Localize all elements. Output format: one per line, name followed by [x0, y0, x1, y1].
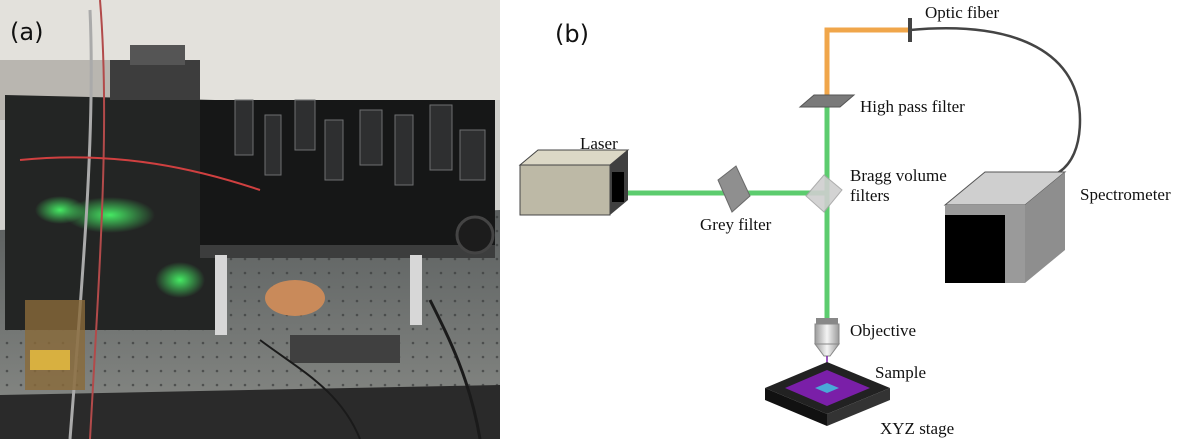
label-high-pass-filter: High pass filter [860, 97, 965, 116]
label-bragg-line2: filters [850, 186, 890, 205]
bragg-volume-filters [805, 174, 843, 213]
setup-photograph: (a) [0, 0, 500, 439]
label-sample: Sample [875, 363, 926, 382]
spectrometer-box [943, 171, 1067, 283]
panel-label-b: (b) [555, 20, 589, 48]
laser-box [518, 149, 630, 216]
grey-filter [717, 165, 751, 213]
label-grey-filter: Grey filter [700, 215, 772, 234]
optical-setup-diagram: (b) Laser Grey filter Bra [518, 3, 1171, 438]
label-optic-fiber: Optic fiber [925, 3, 999, 22]
high-pass-filter [798, 94, 856, 108]
label-xyz-stage: XYZ stage [880, 419, 954, 438]
label-spectrometer: Spectrometer [1080, 185, 1171, 204]
sample-spot [815, 383, 839, 393]
panel-label-a: (a) [10, 18, 43, 46]
label-objective: Objective [850, 321, 916, 340]
orange-signal-beam [824, 27, 910, 100]
label-laser: Laser [580, 134, 618, 153]
label-bragg-line1: Bragg volume [850, 166, 947, 185]
